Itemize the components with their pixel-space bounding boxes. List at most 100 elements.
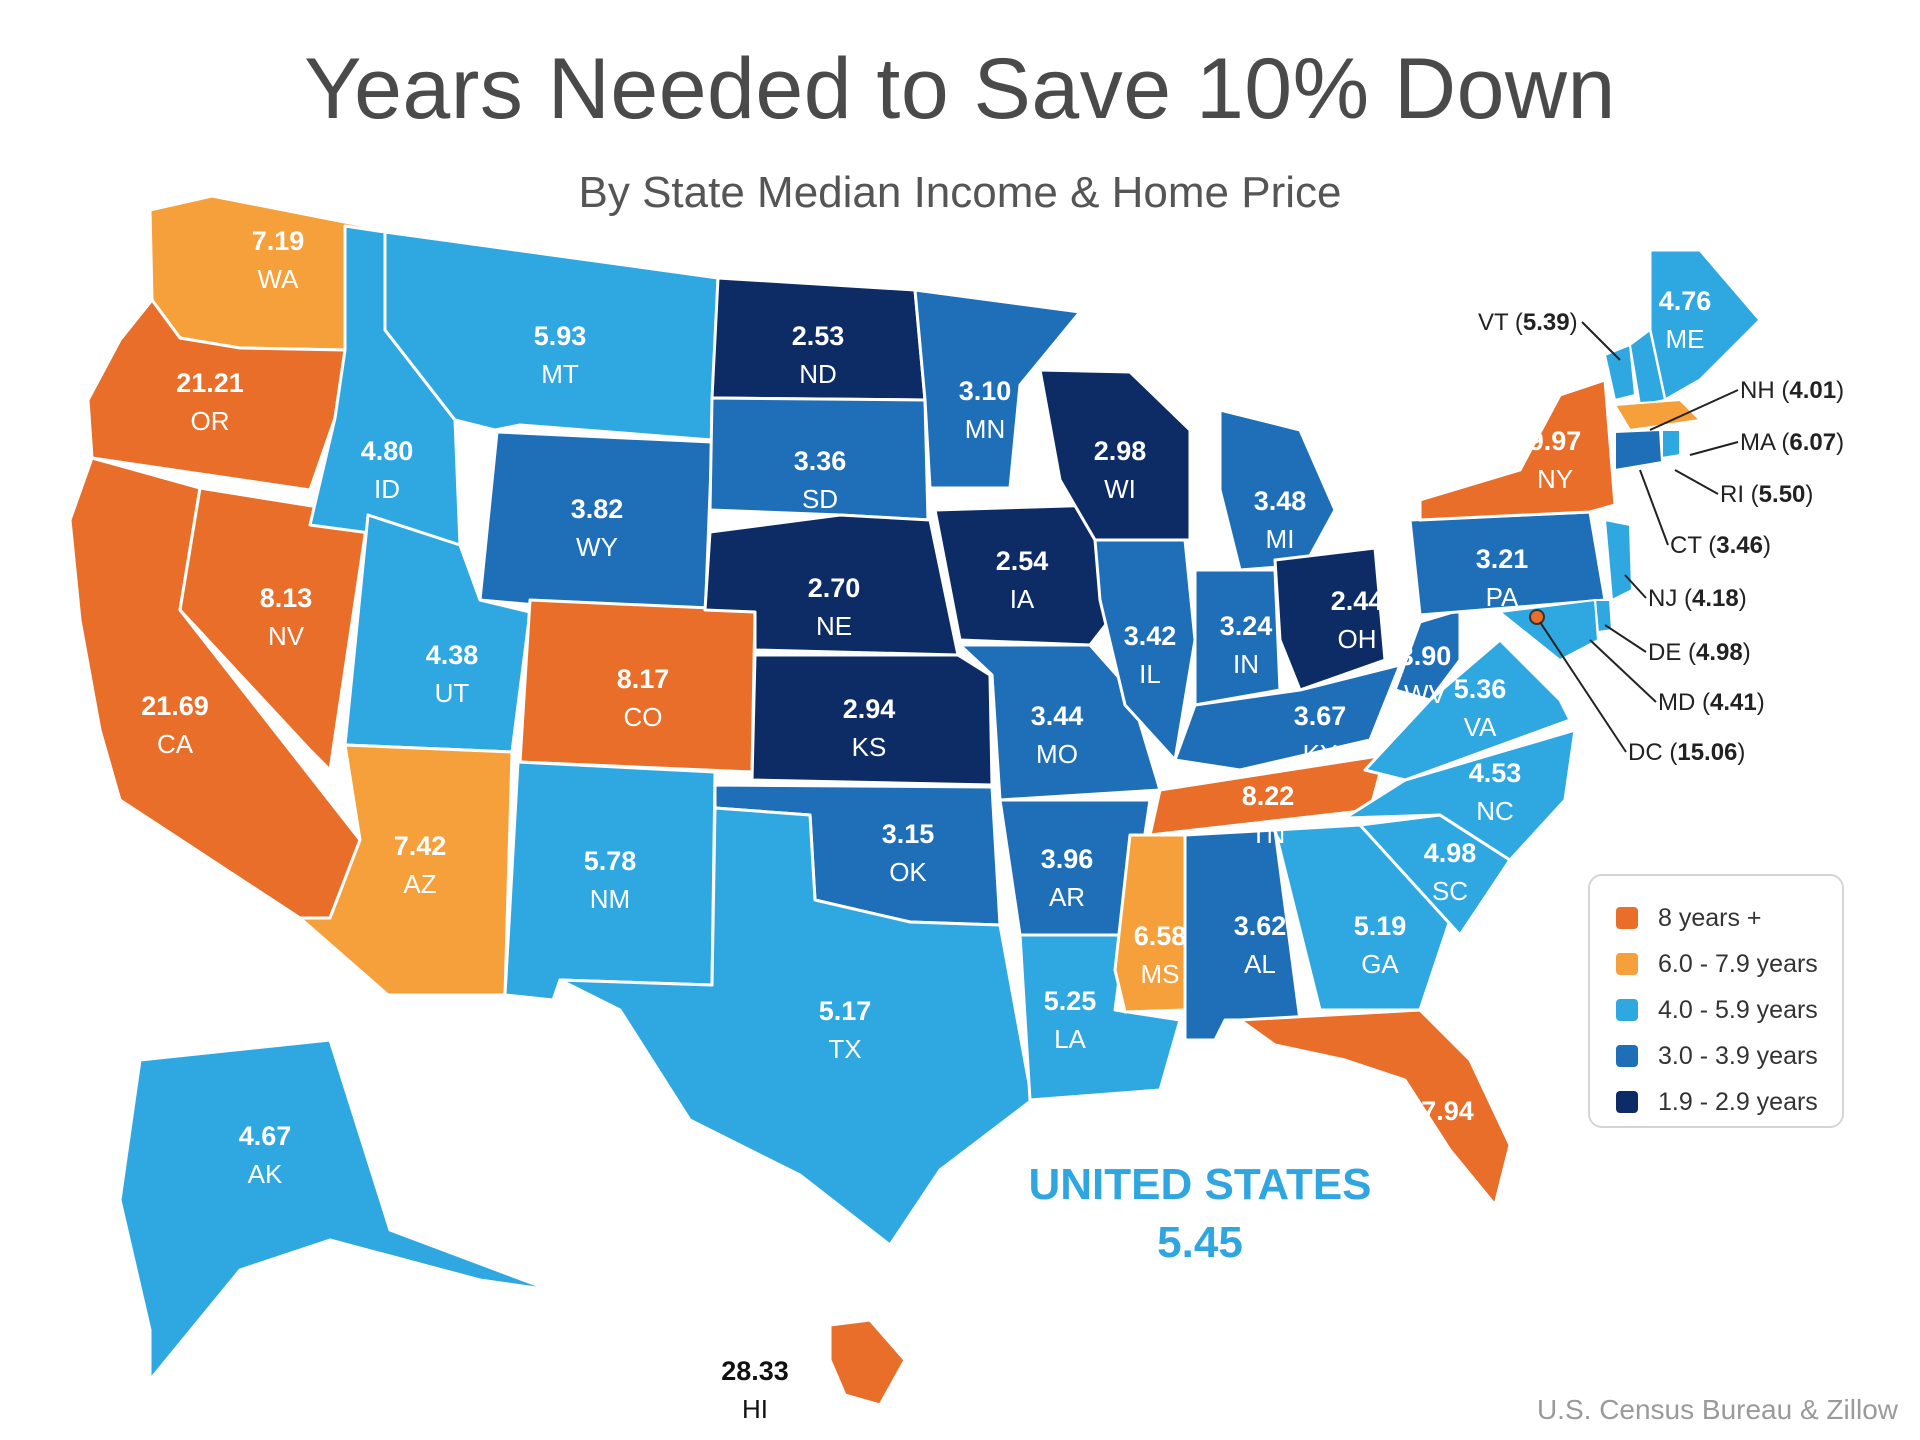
state-abbr-wi: WI bbox=[1104, 474, 1136, 504]
callout-paren-close: ) bbox=[1737, 739, 1745, 766]
callout-paren-close: ) bbox=[1739, 585, 1747, 612]
national-average: UNITED STATES 5.45 bbox=[1000, 1156, 1400, 1272]
legend-label: 3.0 - 3.9 years bbox=[1658, 1041, 1818, 1070]
legend-label: 6.0 - 7.9 years bbox=[1658, 949, 1818, 978]
state-value-mt: 5.93 bbox=[534, 321, 587, 351]
callout-ma: MA (6.07) bbox=[1740, 429, 1844, 456]
state-abbr-ar: AR bbox=[1049, 882, 1085, 912]
callout-value: 5.50 bbox=[1759, 481, 1806, 508]
state-value-ok: 3.15 bbox=[882, 819, 935, 849]
state-ak bbox=[118, 1038, 552, 1382]
state-ms bbox=[1113, 833, 1187, 1014]
callout-paren-open: ( bbox=[1663, 739, 1678, 766]
state-value-id: 4.80 bbox=[361, 436, 414, 466]
state-abbr-fl: FL bbox=[1425, 1134, 1455, 1164]
state-value-wv: 3.90 bbox=[1399, 641, 1452, 671]
dc-marker bbox=[1529, 609, 1545, 625]
state-abbr-la: LA bbox=[1054, 1024, 1086, 1054]
state-abbr-oh: OH bbox=[1338, 624, 1377, 654]
state-abbr-ne: NE bbox=[816, 611, 852, 641]
legend-item: 1.9 - 2.9 years bbox=[1616, 1082, 1818, 1122]
leader-line-ri bbox=[1674, 469, 1719, 495]
callout-abbr: NH bbox=[1740, 377, 1775, 404]
state-abbr-pa: PA bbox=[1486, 582, 1519, 612]
state-abbr-az: AZ bbox=[403, 869, 436, 899]
legend-label: 4.0 - 5.9 years bbox=[1658, 995, 1818, 1024]
state-oh bbox=[1273, 546, 1387, 692]
state-in bbox=[1193, 568, 1282, 707]
callout-de: DE (4.98) bbox=[1648, 639, 1751, 666]
state-md bbox=[1497, 598, 1600, 662]
leader-line-dc bbox=[1539, 621, 1627, 753]
callout-value: 4.01 bbox=[1789, 377, 1836, 404]
state-nm bbox=[503, 760, 717, 1002]
legend-item: 8 years + bbox=[1616, 898, 1762, 938]
callout-paren-close: ) bbox=[1836, 377, 1844, 404]
callout-ri: RI (5.50) bbox=[1720, 481, 1813, 508]
state-abbr-hi: HI bbox=[742, 1394, 768, 1424]
state-value-or: 21.21 bbox=[176, 368, 244, 398]
state-value-az: 7.42 bbox=[394, 831, 447, 861]
state-value-mi: 3.48 bbox=[1254, 486, 1307, 516]
state-abbr-ok: OK bbox=[889, 857, 927, 887]
state-abbr-or: OR bbox=[191, 406, 230, 436]
callout-paren-open: ( bbox=[1695, 689, 1710, 716]
callout-abbr: NJ bbox=[1648, 585, 1677, 612]
state-value-ny: 9.97 bbox=[1529, 426, 1582, 456]
page-subtitle: By State Median Income & Home Price bbox=[578, 168, 1342, 217]
leader-line-vt bbox=[1581, 321, 1621, 361]
state-value-ar: 3.96 bbox=[1041, 844, 1094, 874]
legend: 8 years + 6.0 - 7.9 years 4.0 - 5.9 years 3… bbox=[1588, 874, 1844, 1128]
leader-line-nj bbox=[1624, 574, 1647, 599]
callout-paren-open: ( bbox=[1702, 532, 1717, 559]
callout-value: 4.41 bbox=[1710, 689, 1757, 716]
state-abbr-id: ID bbox=[374, 474, 400, 504]
state-value-la: 5.25 bbox=[1044, 986, 1097, 1016]
state-nj bbox=[1603, 518, 1634, 602]
legend-swatch bbox=[1616, 1045, 1638, 1067]
state-abbr-wv: WV bbox=[1404, 679, 1447, 709]
callout-abbr: DE bbox=[1648, 639, 1681, 666]
callout-abbr: CT bbox=[1670, 532, 1702, 559]
state-abbr-nm: NM bbox=[590, 884, 630, 914]
state-ct bbox=[1614, 428, 1664, 472]
state-abbr-tx: TX bbox=[828, 1034, 861, 1064]
callout-md: MD (4.41) bbox=[1658, 689, 1765, 716]
callout-paren-close: ) bbox=[1763, 532, 1771, 559]
state-value-mn: 3.10 bbox=[959, 376, 1012, 406]
callout-abbr: VT bbox=[1478, 309, 1509, 336]
legend-item: 6.0 - 7.9 years bbox=[1616, 944, 1818, 984]
state-abbr-sd: SD bbox=[802, 484, 838, 514]
source-credit: U.S. Census Bureau & Zillow bbox=[1536, 1394, 1898, 1425]
state-abbr-il: IL bbox=[1139, 659, 1161, 689]
state-value-tx: 5.17 bbox=[819, 996, 872, 1026]
state-abbr-ky: KY bbox=[1303, 739, 1338, 769]
state-abbr-ga: GA bbox=[1361, 949, 1399, 979]
state-value-nd: 2.53 bbox=[792, 321, 845, 351]
legend-label: 8 years + bbox=[1658, 903, 1762, 932]
callout-ct: CT (3.46) bbox=[1670, 532, 1771, 559]
state-abbr-mn: MN bbox=[965, 414, 1005, 444]
callout-paren-close: ) bbox=[1570, 309, 1578, 336]
state-value-va: 5.36 bbox=[1454, 674, 1507, 704]
legend-swatch bbox=[1616, 953, 1638, 975]
state-abbr-co: CO bbox=[624, 702, 663, 732]
callout-paren-open: ( bbox=[1508, 309, 1523, 336]
state-value-nc: 4.53 bbox=[1469, 758, 1522, 788]
state-nh bbox=[1628, 328, 1667, 407]
state-abbr-ca: CA bbox=[157, 729, 194, 759]
state-hi bbox=[828, 1318, 907, 1407]
state-value-tn: 8.22 bbox=[1242, 781, 1295, 811]
callout-value: 4.18 bbox=[1692, 585, 1739, 612]
state-abbr-ny: NY bbox=[1537, 464, 1573, 494]
state-wy bbox=[478, 430, 714, 622]
state-abbr-mt: MT bbox=[541, 359, 579, 389]
state-abbr-ms: MS bbox=[1141, 959, 1180, 989]
state-value-ne: 2.70 bbox=[808, 573, 861, 603]
state-or bbox=[86, 298, 347, 492]
state-value-fl: 17.94 bbox=[1406, 1096, 1474, 1126]
state-ri bbox=[1661, 429, 1681, 460]
callout-dc: DC (15.06) bbox=[1628, 739, 1745, 766]
state-ny bbox=[1418, 378, 1617, 522]
